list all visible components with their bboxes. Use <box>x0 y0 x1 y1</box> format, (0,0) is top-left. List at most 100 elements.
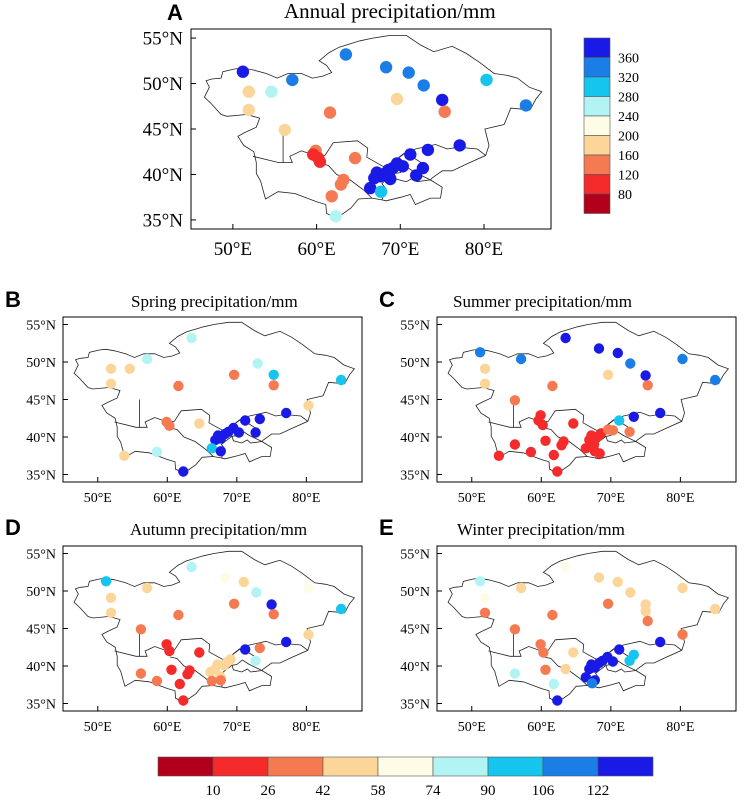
station-point <box>404 148 417 161</box>
country-border <box>231 665 262 673</box>
station-point <box>105 592 117 603</box>
x-tick-label: 70°E <box>597 491 625 506</box>
station-point <box>594 448 605 459</box>
colorbar-segment <box>487 756 544 777</box>
station-point <box>438 105 451 118</box>
station-point <box>335 603 347 615</box>
map-panel-a: 35°N 40°N 45°N 50°N 55°N 50°E 60°E 70°E 80°E <box>143 28 552 260</box>
station-point <box>254 413 265 425</box>
station-point <box>625 587 636 598</box>
colorbar-label: 74 <box>426 783 442 799</box>
station-point <box>135 668 147 679</box>
station-point <box>548 449 559 461</box>
station-point <box>364 181 377 195</box>
station-point <box>335 374 347 386</box>
y-tick-label: 55°N <box>26 547 56 562</box>
station-point <box>474 576 486 587</box>
station-point <box>509 395 521 406</box>
station-point <box>538 647 549 658</box>
map-annual: 35°N40°N45°N50°N55°N50°E 60°E 70°E 80°E3603… <box>143 28 639 260</box>
colorbar-segment <box>267 756 324 777</box>
station-point <box>509 624 521 635</box>
station-point <box>215 446 226 457</box>
colorbar-segment <box>597 756 654 777</box>
station-point <box>515 582 527 594</box>
station-point <box>493 450 505 461</box>
colorbar-label: 90 <box>481 783 496 799</box>
colorbar-segment <box>583 193 611 214</box>
station-point <box>519 99 533 112</box>
station-point <box>105 607 117 618</box>
station-point <box>250 655 261 666</box>
colorbar-label: 26 <box>261 783 277 799</box>
station-point <box>233 427 245 438</box>
x-tick-label: 80°E <box>292 720 320 735</box>
panel-title-a: Annual precipitation/mm <box>284 0 496 23</box>
station-point <box>250 427 261 438</box>
y-tick-label: 40°N <box>26 431 56 446</box>
station-point <box>479 592 491 603</box>
station-point <box>568 418 579 429</box>
plot-frame <box>62 316 363 483</box>
station-point <box>602 369 614 380</box>
x-tick-label: 50°E <box>458 720 486 735</box>
x-tick-label: 50°E <box>458 491 486 506</box>
station-point <box>186 561 197 573</box>
station-point <box>421 143 435 157</box>
map-panel-b: 35°N 40°N 45°N 50°N 55°N 50°E 60°E 70°E 80°E <box>26 316 363 506</box>
station-point <box>151 446 163 458</box>
station-point <box>164 645 175 657</box>
station-point <box>525 446 537 458</box>
map-panel-d: 35°N 40°N 45°N 50°N 55°N 50°E 60°E 70°E 80°E <box>26 545 363 735</box>
plot-frame <box>62 545 363 712</box>
station-point <box>119 450 130 461</box>
station-point <box>677 582 688 594</box>
x-tick-label: 80°E <box>465 239 503 260</box>
station-point <box>453 139 466 152</box>
colorbar-segment <box>157 756 214 777</box>
station-point <box>303 629 314 640</box>
station-point <box>540 435 551 446</box>
x-tick-label: 60°E <box>153 720 181 735</box>
country-border <box>605 665 636 673</box>
station-point <box>225 654 236 665</box>
station-point <box>612 576 623 588</box>
station-point <box>568 647 579 658</box>
station-point <box>124 363 135 374</box>
station-point <box>547 380 558 392</box>
plot-frame <box>436 316 737 483</box>
x-tick-label: 70°E <box>223 491 251 506</box>
station-point <box>379 60 393 74</box>
colorbar-label: 200 <box>618 130 639 145</box>
station-point <box>410 169 423 182</box>
station-point <box>625 358 636 369</box>
station-point <box>325 190 338 203</box>
station-point <box>151 675 163 687</box>
map-panel-c: 35°N 40°N 45°N 50°N 55°N 50°E 60°E 70°E 80°E <box>400 316 737 506</box>
colorbar-label: 240 <box>618 110 639 125</box>
colorbar-segment <box>322 756 379 777</box>
y-tick-label: 40°N <box>400 660 430 675</box>
station-point <box>552 466 563 477</box>
y-tick-label: 55°N <box>400 547 430 562</box>
station-point <box>242 103 255 117</box>
x-tick-label: 60°E <box>527 720 555 735</box>
x-tick-label: 80°E <box>666 491 694 506</box>
station-point <box>281 407 292 419</box>
station-point <box>709 603 721 615</box>
y-tick-label: 55°N <box>26 318 56 333</box>
station-point <box>228 369 240 380</box>
station-point <box>390 92 404 106</box>
y-tick-label: 45°N <box>400 393 430 408</box>
colorbar-segment <box>212 756 269 777</box>
country-border <box>605 436 636 444</box>
station-point <box>164 420 175 431</box>
station-point <box>537 419 548 431</box>
station-point <box>182 669 193 680</box>
station-point <box>303 582 314 594</box>
colorbar-segment <box>432 756 489 777</box>
station-point <box>141 582 153 594</box>
x-tick-label: 70°E <box>223 720 251 735</box>
station-point <box>329 210 342 223</box>
station-point <box>240 644 251 655</box>
